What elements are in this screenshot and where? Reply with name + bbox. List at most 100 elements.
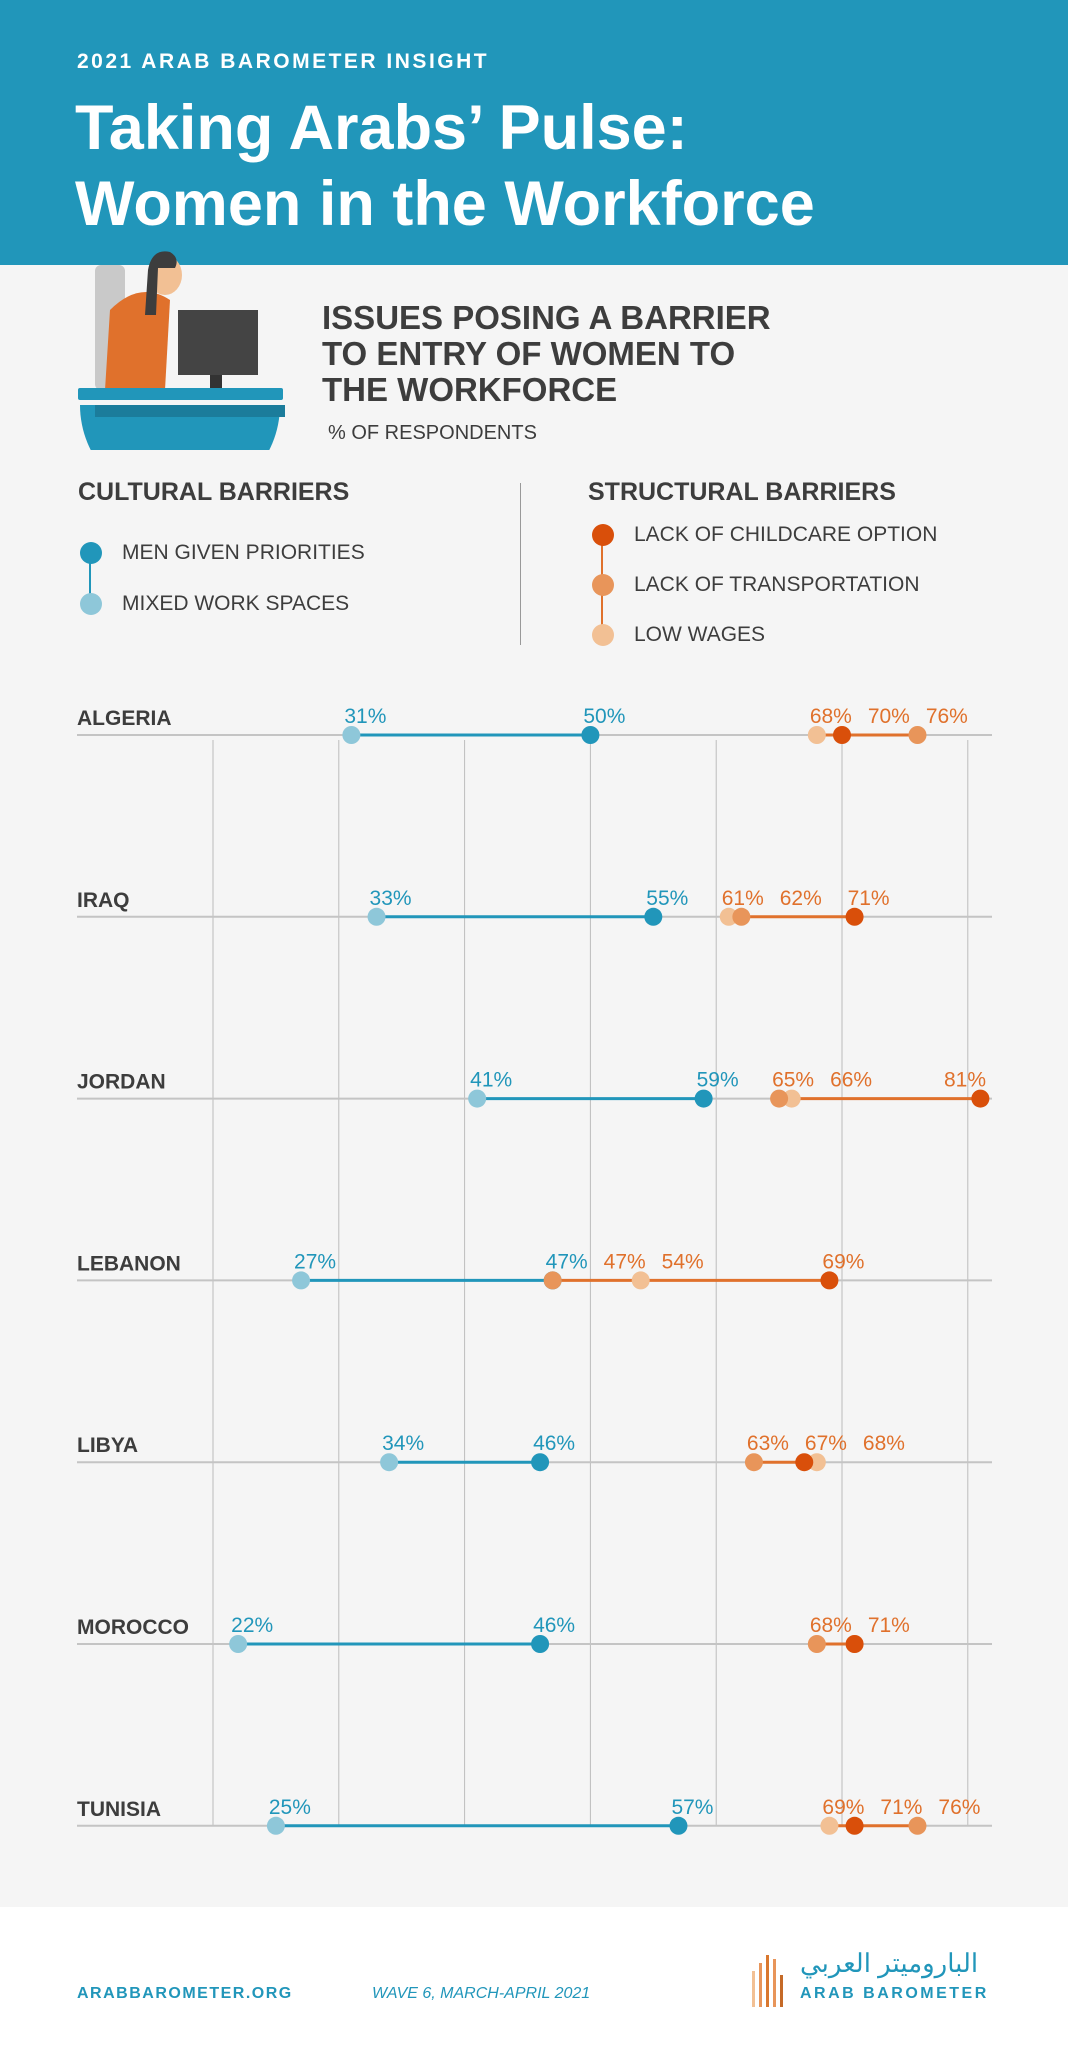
dot-childcare — [833, 726, 851, 744]
dot-men — [581, 726, 600, 744]
value-label: 47% — [604, 1250, 646, 1273]
value-label: 25% — [269, 1796, 311, 1819]
country-label: ALGERIA — [77, 707, 172, 730]
value-label: 41% — [470, 1069, 512, 1092]
dot-wages — [782, 1089, 801, 1108]
website-link[interactable]: ARABBAROMETER.ORG — [77, 1985, 293, 2002]
dot-mixed — [292, 1271, 311, 1290]
childcare-swatch — [592, 524, 614, 546]
dot-transport — [732, 907, 751, 926]
value-label: 62% — [780, 887, 822, 910]
logo-bar — [759, 1963, 762, 2007]
dot-men — [669, 1816, 688, 1835]
value-label: 71% — [868, 1614, 910, 1637]
chart-heading: ISSUES POSING A BARRIER TO ENTRY OF WOME… — [322, 300, 882, 408]
dot-transport — [543, 1271, 562, 1290]
value-label: 46% — [533, 1614, 575, 1637]
logo-bar — [766, 1955, 769, 2007]
dot-childcare — [971, 1089, 990, 1108]
heading-line-2: TO ENTRY OF WOMEN TO — [322, 335, 736, 372]
value-label: 81% — [944, 1069, 986, 1092]
logo-bars-icon — [752, 1955, 783, 2007]
transportation-swatch — [592, 574, 614, 596]
value-label: 67% — [805, 1432, 847, 1455]
value-label: 68% — [810, 705, 852, 728]
logo-bar — [780, 1975, 783, 2007]
page-title: Taking Arabs’ Pulse: Women in the Workfo… — [75, 90, 815, 242]
dot-wages — [820, 1816, 839, 1835]
value-label: 61% — [722, 887, 764, 910]
value-label: 57% — [671, 1796, 713, 1819]
value-label: 59% — [697, 1069, 739, 1092]
value-label: 47% — [546, 1250, 588, 1273]
dot-men — [694, 1089, 713, 1108]
value-label: 31% — [344, 705, 386, 728]
logo-bar — [752, 1971, 755, 2007]
logo-bar — [773, 1959, 776, 2007]
survey-wave: WAVE 6, MARCH-APRIL 2021 — [372, 1985, 591, 2002]
dot-transport — [770, 1089, 789, 1108]
dot-wages — [807, 1453, 826, 1472]
dot-men — [644, 907, 663, 926]
legend-label: LACK OF CHILDCARE OPTION — [634, 523, 938, 546]
legend-item-transportation: LACK OF TRANSPORTATION — [592, 573, 920, 597]
kicker: 2021 ARAB BAROMETER INSIGHT — [77, 50, 490, 73]
header-banner: 2021 ARAB BAROMETER INSIGHT Taking Arabs… — [0, 0, 1068, 265]
dot-childcare — [795, 1453, 814, 1472]
dot-mixed — [367, 907, 386, 926]
dot-mixed — [229, 1635, 248, 1653]
value-label: 66% — [830, 1069, 872, 1092]
legend-item-low-wages: LOW WAGES — [592, 623, 765, 647]
value-label: 27% — [294, 1250, 336, 1273]
logo-english: ARAB BAROMETER — [800, 1985, 989, 2002]
value-label: 65% — [772, 1069, 814, 1092]
value-label: 63% — [747, 1432, 789, 1455]
country-label: LIBYA — [77, 1434, 138, 1457]
legend-cultural-title: CULTURAL BARRIERS — [78, 478, 350, 506]
country-label: IRAQ — [77, 889, 130, 912]
dot-wages — [631, 1271, 650, 1290]
dot-wages — [807, 726, 826, 744]
dot-transport — [908, 726, 927, 744]
dot-childcare — [820, 1271, 839, 1290]
value-label: 55% — [646, 887, 688, 910]
heading-line-1: ISSUES POSING A BARRIER — [322, 299, 771, 336]
dot-transport — [807, 1635, 826, 1653]
logo-arabic: البارومیتر العربي — [800, 1948, 979, 1978]
legend-item-childcare: LACK OF CHILDCARE OPTION — [592, 523, 937, 547]
value-label: 22% — [231, 1614, 273, 1637]
value-label: 71% — [880, 1796, 922, 1819]
value-label: 70% — [868, 705, 910, 728]
title-line-2: Women in the Workforce — [75, 169, 815, 239]
dot-mixed — [266, 1816, 285, 1835]
value-label: 76% — [938, 1796, 980, 1819]
value-label: 68% — [863, 1432, 905, 1455]
legend-label: LACK OF TRANSPORTATION — [634, 573, 920, 596]
dot-transport — [908, 1816, 927, 1835]
value-label: 71% — [848, 887, 890, 910]
dot-mixed — [468, 1089, 487, 1108]
country-label: JORDAN — [77, 1071, 166, 1094]
country-label: TUNISIA — [77, 1798, 161, 1821]
value-label: 69% — [822, 1250, 864, 1273]
title-line-1: Taking Arabs’ Pulse: — [75, 93, 688, 163]
footer — [0, 1907, 1068, 2048]
value-label: 76% — [926, 705, 968, 728]
mixed-spaces-swatch — [80, 593, 102, 615]
chart-canvas: ALGERIA 31% 50% 68% 70% 76% IRAQ 33% 55% 61% 62% 71… — [77, 705, 992, 1835]
dot-mixed — [380, 1453, 399, 1472]
legend-label: MEN GIVEN PRIORITIES — [122, 541, 365, 564]
dot-childcare — [845, 1635, 864, 1653]
value-label: 69% — [822, 1796, 864, 1819]
dot-transport — [744, 1453, 763, 1472]
men-priorities-swatch — [80, 542, 102, 564]
heading-line-3: THE WORKFORCE — [322, 371, 618, 408]
dot-men — [531, 1635, 550, 1653]
value-label: 54% — [662, 1250, 704, 1273]
dot-wages — [719, 907, 738, 926]
dot-childcare — [845, 907, 864, 926]
value-label: 46% — [533, 1432, 575, 1455]
low-wages-swatch — [592, 624, 614, 646]
legend-item-men-priorities: MEN GIVEN PRIORITIES — [80, 541, 365, 565]
